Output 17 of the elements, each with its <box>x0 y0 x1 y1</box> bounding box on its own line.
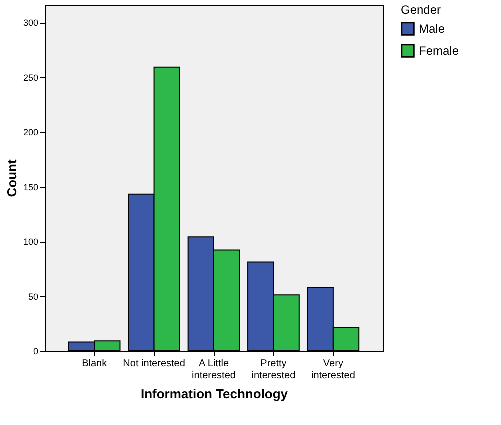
x-tick-label: Not interested <box>123 358 186 370</box>
x-tick-label: Blank <box>82 358 108 370</box>
y-tick-label: 150 <box>23 182 38 192</box>
x-tick-label: Pretty interested <box>252 358 296 382</box>
legend-title: Gender <box>401 3 442 17</box>
y-tick-label: 250 <box>23 72 38 83</box>
y-axis-title: Count <box>4 159 20 198</box>
y-tick-label: 0 <box>33 346 38 356</box>
y-tick-label: 200 <box>23 128 38 138</box>
legend-label: Male <box>419 22 446 36</box>
legend-label: Female <box>419 44 460 58</box>
x-tick-label: Very interested <box>311 358 356 382</box>
y-tick-label: 300 <box>23 18 38 28</box>
x-tick-label: A Little interested <box>192 358 236 382</box>
y-tick-label: 100 <box>23 237 38 248</box>
y-tick-label: 50 <box>28 292 38 302</box>
x-axis-title: Information Technology <box>140 386 289 402</box>
